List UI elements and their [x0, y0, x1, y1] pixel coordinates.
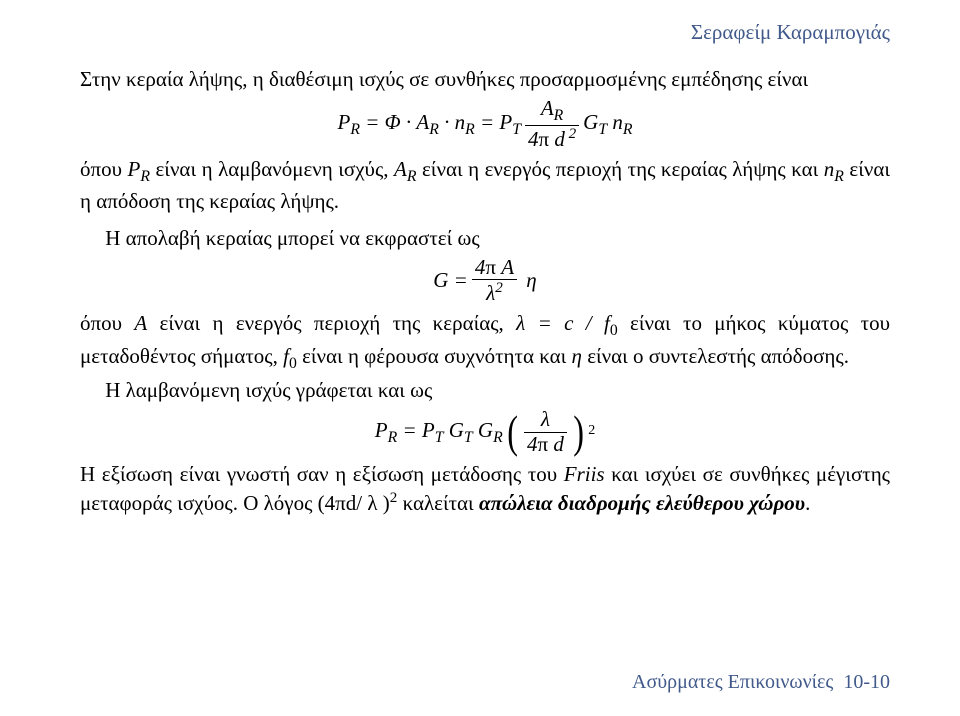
- free-space-loss-term: απώλεια διαδρομής ελεύθερου χώρου: [479, 491, 805, 515]
- rparen-icon: ): [573, 411, 584, 452]
- p6a: Η εξίσωση είναι γνωστή σαν η εξίσωση μετ…: [80, 462, 564, 486]
- author-name: Σεραφείμ Καραμπογιάς: [691, 20, 890, 45]
- eq3-fraction: λ 4π d: [524, 408, 567, 455]
- eq2-lhs: G =: [433, 266, 468, 294]
- footer-page: 10-10: [843, 671, 890, 693]
- footer: Ασύρματες Επικοινωνίες 10-10: [632, 671, 890, 694]
- lparen-icon: (: [507, 411, 518, 452]
- paragraph-5: Η λαμβανόμενη ισχύς γράφεται και ως: [80, 376, 890, 404]
- friis-name: Friis: [564, 462, 605, 486]
- eq3-lhs: PR = PT GT GR: [375, 416, 503, 448]
- eq3-exponent: 2: [588, 422, 595, 441]
- paragraph-1: Στην κεραία λήψης, η διαθέσιμη ισχύς σε …: [80, 65, 890, 93]
- paragraph-3: Η απολαβή κεραίας μπορεί να εκφραστεί ως: [80, 224, 890, 252]
- paragraph-6: Η εξίσωση είναι γνωστή σαν η εξίσωση μετ…: [80, 460, 890, 518]
- eq1-lhs: PR = Φ · AR · nR = PT: [338, 108, 521, 140]
- eq1-tail: GT nR: [583, 108, 632, 140]
- footer-label: Ασύρματες Επικοινωνίες: [632, 671, 833, 693]
- page: Σεραφείμ Καραμπογιάς Στην κεραία λήψης, …: [0, 0, 960, 716]
- equation-1: PR = Φ · AR · nR = PT AR 4π d 2 GT nR: [80, 97, 890, 151]
- p1-text: Στην κεραία λήψης, η διαθέσιμη ισχύς σε …: [80, 67, 808, 91]
- eq2-fraction: 4π A λ2: [472, 256, 517, 305]
- eq1-fraction: AR 4π d 2: [525, 97, 579, 151]
- body-text: Στην κεραία λήψης, η διαθέσιμη ισχύς σε …: [80, 65, 890, 517]
- p6f: .: [805, 491, 810, 515]
- paragraph-2: όπου PR είναι η λαμβανόμενη ισχύς, AR εί…: [80, 155, 890, 216]
- equation-2: G = 4π A λ2 η: [80, 256, 890, 305]
- paragraph-4: όπου A είναι η ενεργός περιοχή της κεραί…: [80, 309, 890, 374]
- eq2-tail: η: [521, 266, 537, 294]
- p6d: καλείται: [397, 491, 479, 515]
- equation-3: PR = PT GT GR ( λ 4π d ) 2: [80, 408, 890, 455]
